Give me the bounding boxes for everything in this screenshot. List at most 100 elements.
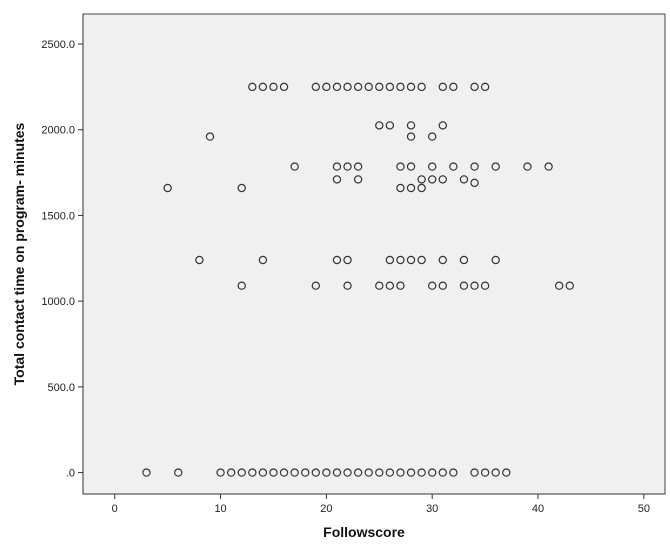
scatter-point — [406, 255, 416, 265]
scatter-point — [428, 162, 437, 171]
scatter-point — [353, 175, 363, 184]
scatter-point — [470, 162, 479, 171]
scatter-point — [142, 468, 151, 477]
scatter-point — [279, 468, 289, 477]
scatter-point — [269, 82, 278, 92]
scatter-point — [311, 281, 320, 290]
scatter-point — [332, 82, 342, 92]
scatter-point — [417, 255, 426, 265]
scatter-point — [406, 468, 416, 477]
scatter-point — [554, 281, 564, 290]
scatter-point — [544, 162, 553, 171]
scatter-point — [480, 281, 490, 290]
scatter-point — [343, 468, 352, 477]
scatter-point — [449, 468, 458, 477]
scatter-point — [385, 468, 395, 477]
scatter-point — [459, 175, 469, 184]
y-tick-label: 500.0 — [47, 382, 75, 394]
scatter-point — [375, 82, 384, 92]
scatter-point — [248, 82, 257, 92]
scatter-point — [258, 468, 268, 477]
scatter-point — [290, 468, 299, 477]
scatter-point — [237, 183, 246, 193]
scatter-point — [248, 468, 257, 477]
scatter-point — [438, 255, 447, 265]
scatter-point — [459, 281, 469, 290]
scatter-point — [449, 162, 458, 171]
scatter-point — [332, 175, 342, 184]
scatter-point — [385, 121, 395, 130]
scatter-point — [491, 162, 500, 171]
scatter-point — [364, 82, 373, 92]
scatter-point — [438, 468, 447, 477]
scatter-point — [396, 82, 405, 92]
scatter-point — [470, 178, 479, 188]
scatter-point — [343, 162, 352, 171]
scatter-point — [290, 162, 299, 171]
scatter-point — [396, 255, 405, 265]
scatter-point — [205, 132, 215, 141]
scatter-point — [322, 468, 331, 477]
scatter-point — [480, 468, 490, 477]
scatter-point — [438, 82, 447, 92]
scatter-point — [438, 175, 447, 184]
scatter-point — [491, 255, 500, 265]
scatter-point — [237, 468, 246, 477]
data-points — [142, 82, 574, 477]
x-tick-label: 50 — [638, 503, 650, 515]
scatter-point — [385, 281, 395, 290]
scatter-point — [174, 468, 183, 477]
scatter-point — [470, 468, 479, 477]
scatter-point — [375, 281, 384, 290]
scatter-point — [301, 468, 310, 477]
scatter-point — [216, 468, 225, 477]
scatter-point — [428, 281, 437, 290]
scatter-point — [279, 82, 289, 92]
y-tick-label: .0 — [66, 468, 75, 480]
scatter-point — [396, 468, 405, 477]
scatter-point — [353, 162, 363, 171]
scatter-point — [311, 82, 320, 92]
scatter-point — [311, 468, 320, 477]
scatter-point — [406, 183, 416, 193]
scatter-point — [226, 468, 236, 477]
scatter-point — [364, 468, 373, 477]
scatter-point — [406, 82, 416, 92]
plot-area — [82, 13, 666, 495]
scatter-point — [269, 468, 278, 477]
x-axis-title: Followscore — [323, 524, 405, 540]
scatter-point — [480, 82, 490, 92]
scatter-point — [396, 281, 405, 290]
scatter-point — [417, 183, 426, 193]
scatter-point — [258, 255, 268, 265]
scatter-point — [322, 82, 331, 92]
scatter-point — [237, 281, 246, 290]
scatter-point — [438, 121, 447, 130]
axis-ticks: 0 10 20 30 40 50 .0 500.0 1000.0 1500.0 2000.0 2500… — [41, 39, 650, 515]
scatter-point — [470, 82, 479, 92]
scatter-point — [406, 162, 416, 171]
x-tick-label: 30 — [426, 503, 438, 515]
x-tick-label: 10 — [214, 503, 226, 515]
scatter-point — [353, 82, 363, 92]
scatter-point — [353, 468, 363, 477]
scatter-point — [406, 132, 416, 141]
y-tick-label: 1000.0 — [41, 296, 75, 308]
scatter-point — [343, 82, 352, 92]
scatter-point — [343, 281, 352, 290]
scatter-point — [195, 255, 204, 265]
x-tick-label: 0 — [112, 503, 118, 515]
scatter-point — [417, 468, 426, 477]
scatter-point — [417, 175, 426, 184]
y-tick-label: 1500.0 — [41, 210, 75, 222]
scatter-point — [332, 162, 342, 171]
scatter-point — [343, 255, 352, 265]
scatter-point — [502, 468, 511, 477]
scatter-point — [163, 183, 172, 193]
scatter-point — [428, 468, 437, 477]
y-tick-label: 2000.0 — [41, 125, 75, 137]
scatter-point — [417, 82, 426, 92]
x-tick-label: 40 — [532, 503, 544, 515]
